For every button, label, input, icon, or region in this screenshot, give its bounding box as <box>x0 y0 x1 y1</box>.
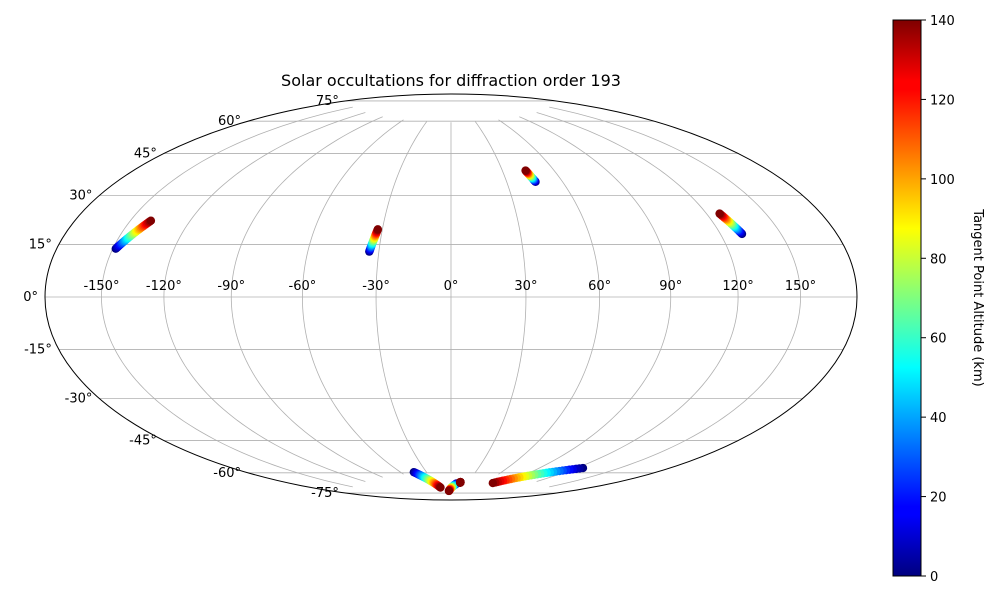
colorbar-tick-label: 140 <box>930 14 955 29</box>
meridian-line <box>230 116 383 478</box>
occultation-markers <box>111 166 747 496</box>
occultation-point <box>455 478 465 487</box>
longitude-tick-label: 0° <box>444 279 459 294</box>
longitude-tick-label: 90° <box>659 279 682 294</box>
axis-tick-labels: -150° -120° -90° -60° -30° 0° 30° 60° 90° 120° 150… <box>23 94 816 501</box>
meridian-line <box>498 119 601 475</box>
occultation-point <box>373 225 383 234</box>
latitude-tick-label: 75° <box>316 94 339 109</box>
latitude-tick-label: -30° <box>65 392 93 407</box>
meridian-line <box>101 106 353 488</box>
chart-title: Solar occultations for diffraction order… <box>281 71 621 90</box>
occultation-point <box>715 209 724 218</box>
colorbar-tick-label: 20 <box>930 491 947 506</box>
meridian-line <box>375 121 427 473</box>
occultation-point <box>488 478 498 488</box>
latitude-tick-label: -75° <box>311 486 339 501</box>
latitude-tick-label: -60° <box>213 466 241 481</box>
longitude-tick-label: 30° <box>514 279 537 294</box>
meridian-line <box>301 119 404 475</box>
meridian-line <box>475 121 527 473</box>
occultation-point <box>436 483 445 492</box>
graticule-grid <box>45 100 857 494</box>
colorbar: 0 20 40 60 80 100 120 140 Tangent Point Altitud… <box>892 14 985 585</box>
latitude-tick-label: -15° <box>24 343 52 358</box>
meridian-line <box>163 112 366 482</box>
occultation-point <box>444 486 454 496</box>
latitude-tick-label: 30° <box>69 189 92 204</box>
colorbar-tick-label: 100 <box>930 173 955 188</box>
colorbar-gradient <box>892 19 922 577</box>
longitude-tick-label: 120° <box>722 279 753 294</box>
latitude-tick-label: 0° <box>23 290 38 305</box>
occultation-point <box>146 216 156 225</box>
colorbar-tick-label: 60 <box>930 332 947 347</box>
meridian-line <box>549 106 801 488</box>
colorbar-tick-label: 80 <box>930 252 947 267</box>
colorbar-ticks: 0 20 40 60 80 100 120 140 <box>921 14 955 585</box>
colorbar-tick-label: 40 <box>930 411 947 426</box>
latitude-tick-label: 60° <box>218 114 241 129</box>
map-boundary <box>44 93 858 501</box>
latitude-tick-label: -45° <box>129 434 157 449</box>
colorbar-label: Tangent Point Altitude (km) <box>970 208 985 386</box>
latitude-tick-label: 15° <box>29 237 52 252</box>
longitude-tick-label: -30° <box>362 279 390 294</box>
longitude-tick-label: 60° <box>588 279 611 294</box>
longitude-tick-label: -120° <box>146 279 182 294</box>
longitude-tick-label: 150° <box>785 279 816 294</box>
longitude-tick-label: -90° <box>217 279 245 294</box>
colorbar-tick-label: 0 <box>930 570 938 585</box>
meridian-line <box>536 112 739 482</box>
meridian-line <box>519 116 672 478</box>
longitude-tick-label: -150° <box>83 279 119 294</box>
colorbar-tick-label: 120 <box>930 93 955 108</box>
occultation-point <box>521 166 530 175</box>
longitude-tick-label: -60° <box>289 279 317 294</box>
latitude-tick-label: 45° <box>134 146 157 161</box>
